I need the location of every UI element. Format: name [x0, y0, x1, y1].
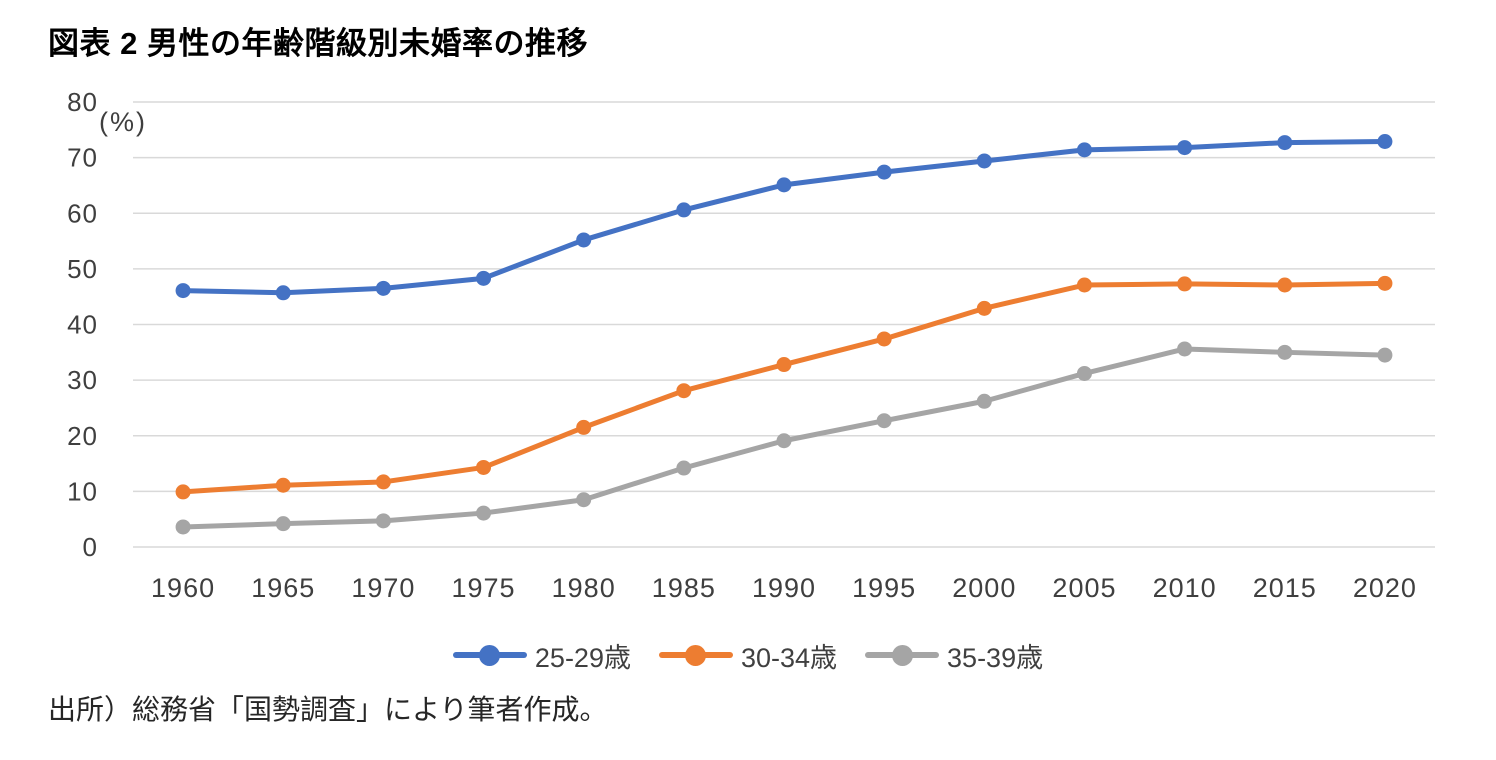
- data-point: [776, 433, 792, 449]
- data-point: [1076, 142, 1092, 158]
- data-point: [375, 513, 391, 529]
- data-point: [275, 477, 291, 493]
- y-axis-tick-labels: 0 10 20 30 40 50 60 70 80: [67, 87, 98, 562]
- data-point: [1377, 347, 1393, 363]
- y-tick-label: 30: [67, 365, 98, 395]
- data-point: [876, 413, 892, 429]
- series-1: [175, 275, 1393, 500]
- source-note: 出所）総務省「国勢調査」により筆者作成。: [48, 694, 608, 725]
- legend-line-dot-marker: [658, 644, 733, 666]
- data-point: [175, 519, 191, 535]
- x-tick-label: 1970: [351, 573, 415, 603]
- x-tick-label: 1995: [852, 573, 916, 603]
- legend-item: 25-29歳: [452, 636, 631, 675]
- y-tick-label: 20: [67, 421, 98, 451]
- chart-legend: 25-29歳 30-34歳 35-39歳: [0, 633, 1496, 677]
- gridlines: [133, 101, 1435, 548]
- data-point: [776, 357, 792, 373]
- y-tick-label: 0: [83, 532, 98, 562]
- x-tick-label: 1965: [251, 573, 315, 603]
- legend-marker-dot: [891, 644, 913, 666]
- data-point: [1277, 344, 1293, 360]
- data-point: [876, 331, 892, 347]
- legend-item: 35-39歳: [865, 636, 1043, 675]
- data-point: [876, 164, 892, 180]
- data-point: [476, 505, 492, 521]
- y-tick-label: 60: [67, 198, 98, 228]
- data-point: [576, 492, 592, 508]
- data-point: [1177, 276, 1193, 292]
- line-chart-plot: 0 10 20 30 40 50 60 70 80 1960 1965 1970 1975 1980 198…: [67, 87, 1435, 603]
- legend-marker-dot: [685, 644, 707, 666]
- series-0: [175, 133, 1393, 301]
- data-point: [1076, 365, 1092, 381]
- y-tick-label: 40: [67, 310, 98, 340]
- x-tick-label: 1980: [552, 573, 616, 603]
- data-point: [175, 283, 191, 299]
- data-point: [1277, 135, 1293, 151]
- data-point: [1177, 140, 1193, 156]
- data-point: [676, 202, 692, 218]
- y-tick-label: 70: [67, 143, 98, 173]
- chart-title: 図表 2 男性の年齢階級別未婚率の推移: [48, 26, 588, 61]
- series-2: [175, 341, 1393, 535]
- x-tick-label: 2015: [1253, 573, 1317, 603]
- data-point: [175, 484, 191, 500]
- data-point: [576, 419, 592, 435]
- data-point: [476, 270, 492, 286]
- legend-item: 30-34歳: [658, 636, 838, 675]
- x-tick-label: 2000: [952, 573, 1016, 603]
- x-tick-label: 2005: [1052, 573, 1116, 603]
- y-tick-label: 10: [67, 476, 98, 506]
- data-point: [1377, 275, 1393, 291]
- data-point: [1177, 341, 1193, 357]
- data-point: [976, 300, 992, 316]
- x-tick-label: 1975: [451, 573, 515, 603]
- legend-label: 35-39歳: [947, 642, 1044, 673]
- y-tick-label: 50: [67, 254, 98, 284]
- x-axis-tick-labels: 1960 1965 1970 1975 1980 1985 1990 1995 2000 2005…: [151, 573, 1417, 603]
- legend-line-dot-marker: [452, 644, 527, 666]
- y-axis-unit-label: (%): [99, 107, 147, 137]
- data-point: [375, 280, 391, 296]
- data-point: [976, 153, 992, 169]
- data-point: [275, 285, 291, 301]
- data-point: [676, 383, 692, 399]
- data-point: [976, 393, 992, 409]
- legend-label: 30-34歳: [740, 642, 838, 673]
- data-point: [476, 459, 492, 475]
- x-tick-label: 2020: [1353, 573, 1417, 603]
- data-point: [1277, 277, 1293, 293]
- data-point: [576, 232, 592, 248]
- y-tick-label: 80: [67, 87, 98, 117]
- data-point: [776, 177, 792, 193]
- x-tick-label: 1960: [151, 573, 215, 603]
- series-line: [180, 138, 1388, 296]
- data-point: [375, 474, 391, 490]
- x-tick-label: 1985: [652, 573, 716, 603]
- x-tick-label: 1990: [752, 573, 816, 603]
- legend-line-dot-marker: [865, 644, 940, 666]
- legend-marker-dot: [479, 644, 501, 666]
- x-tick-label: 2010: [1153, 573, 1217, 603]
- data-point: [275, 516, 291, 532]
- data-point: [676, 460, 692, 476]
- data-point: [1076, 277, 1092, 293]
- data-point: [1377, 133, 1393, 149]
- series-line: [180, 280, 1388, 495]
- legend-label: 25-29歳: [534, 642, 631, 673]
